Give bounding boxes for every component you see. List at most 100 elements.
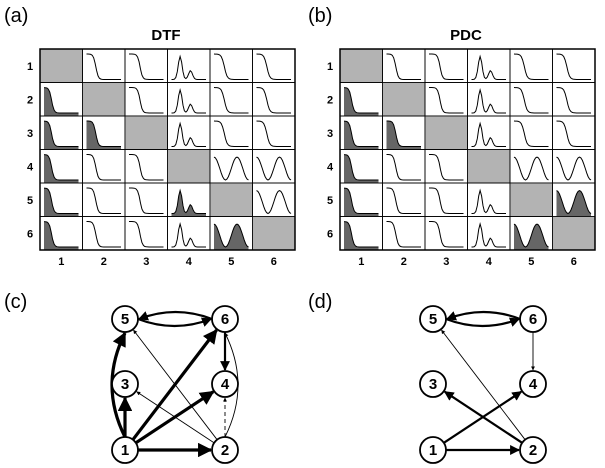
dtf-cell: [252, 115, 296, 150]
svg-text:2: 2: [529, 442, 537, 459]
pdc-cell: [339, 82, 383, 117]
dtf-cell: [124, 82, 168, 117]
pdc-cell: [467, 82, 511, 117]
pdc-cell: [509, 182, 553, 217]
pdc-cell: [552, 115, 596, 150]
dtf-node: 4: [211, 370, 239, 398]
panel-d-tag: (d): [308, 291, 332, 313]
dtf-col-label: 3: [143, 256, 149, 268]
pdc-row-label: 4: [327, 161, 334, 173]
dtf-cell: [39, 149, 83, 184]
pdc-cell: [467, 216, 511, 251]
pdc-cell: [552, 48, 596, 83]
dtf-graph: 1 2 3 4 5 6: [110, 305, 239, 464]
pdc-cell: [339, 216, 383, 251]
pdc-node: 4: [519, 370, 547, 398]
svg-text:1: 1: [121, 442, 129, 459]
svg-text:3: 3: [429, 376, 437, 393]
pdc-row-label: 2: [327, 94, 333, 106]
dtf-cell: [167, 48, 211, 83]
dtf-cell: [252, 182, 296, 217]
dtf-matrix: 1 1 2 2 3 3 4 4 5 5 6 6: [27, 48, 296, 268]
pdc-cell: [339, 182, 383, 217]
dtf-cell: [209, 149, 253, 184]
pdc-cell: [509, 216, 553, 251]
pdc-node: 6: [519, 305, 547, 333]
pdc-cell: [424, 115, 468, 150]
dtf-cell: [39, 115, 83, 150]
dtf-cell: [124, 48, 168, 83]
pdc-col-label: 1: [358, 256, 364, 268]
pdc-cell: [467, 182, 511, 217]
dtf-row-label: 3: [27, 128, 33, 140]
pdc-cell: [509, 82, 553, 117]
dtf-edge: [133, 329, 218, 440]
dtf-cell: [209, 182, 253, 217]
pdc-node: 1: [419, 436, 447, 464]
panel-b-title: PDC: [450, 27, 482, 44]
dtf-col-label: 2: [101, 256, 107, 268]
pdc-cell: [552, 216, 596, 251]
pdc-row-label: 6: [327, 228, 333, 240]
dtf-node: 2: [211, 436, 239, 464]
dtf-cell: [252, 82, 296, 117]
dtf-row-label: 2: [27, 94, 33, 106]
pdc-node: 2: [519, 436, 547, 464]
pdc-graph: 1 2 3 4 5 6: [419, 305, 547, 464]
pdc-col-label: 2: [401, 256, 407, 268]
dtf-cell: [39, 216, 83, 251]
panel-b-tag: (b): [308, 5, 332, 27]
dtf-cell: [39, 48, 83, 83]
dtf-cell: [124, 149, 168, 184]
dtf-edge: [131, 328, 218, 441]
dtf-cell: [209, 82, 253, 117]
pdc-edge: [446, 310, 521, 321]
pdc-row-label: 3: [327, 128, 333, 140]
dtf-edge: [137, 317, 212, 328]
pdc-node: 3: [419, 370, 447, 398]
dtf-col-label: 1: [58, 256, 64, 268]
pdc-col-label: 5: [528, 256, 534, 268]
pdc-cell: [552, 182, 596, 217]
dtf-cell: [82, 48, 126, 83]
pdc-cell: [339, 149, 383, 184]
pdc-edge: [443, 390, 523, 444]
pdc-cell: [509, 149, 553, 184]
pdc-cell: [382, 82, 426, 117]
svg-text:4: 4: [221, 376, 230, 393]
pdc-cell: [509, 48, 553, 83]
dtf-col-label: 5: [228, 256, 234, 268]
pdc-cell: [509, 115, 553, 150]
dtf-cell: [82, 216, 126, 251]
dtf-row-label: 5: [27, 195, 33, 207]
svg-text:6: 6: [529, 311, 537, 328]
pdc-edge: [445, 317, 520, 328]
dtf-cell: [124, 216, 168, 251]
dtf-node: 6: [211, 305, 239, 333]
dtf-cell: [39, 182, 83, 217]
dtf-cell: [124, 115, 168, 150]
svg-text:6: 6: [221, 311, 229, 328]
pdc-cell: [552, 149, 596, 184]
dtf-cell: [39, 82, 83, 117]
pdc-row-label: 1: [327, 61, 333, 73]
dtf-cell: [82, 149, 126, 184]
panel-c-tag: (c): [4, 291, 27, 313]
pdc-node: 5: [419, 305, 447, 333]
svg-text:5: 5: [429, 311, 437, 328]
pdc-cell: [339, 48, 383, 83]
pdc-cell: [467, 115, 511, 150]
dtf-cell: [167, 115, 211, 150]
dtf-node: 1: [111, 436, 139, 464]
pdc-cell: [382, 48, 426, 83]
dtf-cell: [167, 216, 211, 251]
dtf-cell: [124, 182, 168, 217]
pdc-cell: [467, 48, 511, 83]
svg-text:3: 3: [121, 376, 129, 393]
dtf-cell: [252, 149, 296, 184]
pdc-cell: [382, 216, 426, 251]
panel-a-tag: (a): [4, 5, 28, 27]
dtf-cell: [167, 149, 211, 184]
